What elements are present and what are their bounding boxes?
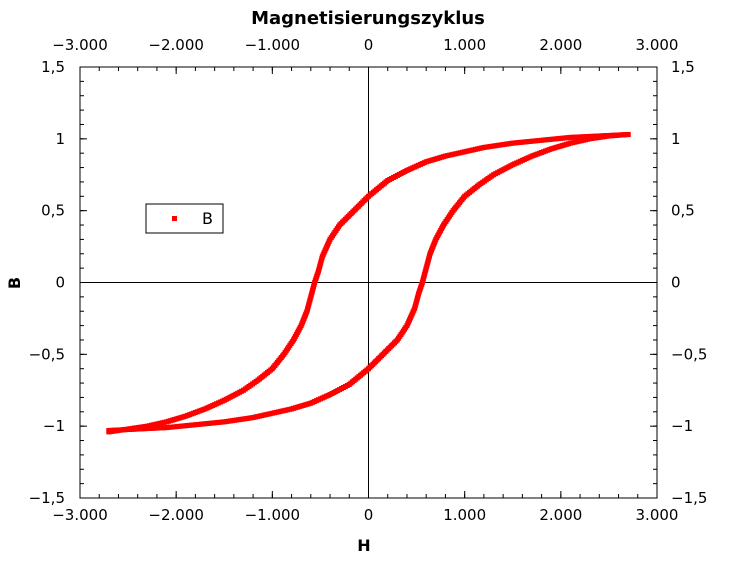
x-tick-label-top: 1.000 — [443, 36, 486, 54]
chart-title: Magnetisierungszyklus — [251, 8, 485, 29]
y-tick-label-left: −0,5 — [29, 345, 65, 363]
y-tick-label-right: −1 — [671, 417, 693, 435]
y-tick-label-left: 1,5 — [41, 58, 65, 76]
y-tick-label-left: −1 — [43, 417, 65, 435]
legend: B — [145, 203, 224, 234]
data-point — [625, 132, 631, 138]
legend-box — [145, 203, 224, 234]
legend-marker — [172, 216, 177, 221]
y-tick-label-right: 0 — [671, 274, 681, 292]
plot-frame — [79, 66, 658, 499]
y-tick-label-right: 0,5 — [671, 202, 695, 220]
y-tick-label-right: −0,5 — [671, 345, 707, 363]
x-tick-label-top: 2.000 — [539, 36, 582, 54]
x-tick-label-bottom: −3.000 — [52, 506, 108, 524]
axis-tick-labels: −3.000 −3.000 −2.000 −2.000 −1.000 −1.000 0 0 1.… — [29, 36, 708, 524]
x-tick-label-bottom: 0 — [364, 506, 374, 524]
legend-label: B — [202, 209, 213, 228]
y-tick-label-left: 0 — [55, 274, 65, 292]
x-tick-label-bottom: 1.000 — [443, 506, 486, 524]
x-axis-title: H — [357, 536, 370, 555]
x-tick-label-bottom: −1.000 — [245, 506, 301, 524]
x-tick-label-top: −2.000 — [148, 36, 204, 54]
x-tick-label-bottom: 2.000 — [539, 506, 582, 524]
x-tick-label-top: 0 — [364, 36, 374, 54]
x-tick-label-top: −3.000 — [52, 36, 108, 54]
x-tick-label-bottom: −2.000 — [148, 506, 204, 524]
zero-lines — [80, 67, 657, 498]
x-tick-label-top: 3.000 — [636, 36, 679, 54]
y-tick-label-right: 1 — [671, 130, 681, 148]
y-axis-title: B — [5, 277, 24, 289]
y-tick-label-right: 1,5 — [671, 58, 695, 76]
y-tick-label-left: 1 — [55, 130, 65, 148]
data-points — [106, 132, 631, 435]
y-tick-label-left: 0,5 — [41, 202, 65, 220]
y-tick-label-left: −1,5 — [29, 489, 65, 507]
x-tick-label-top: −1.000 — [245, 36, 301, 54]
x-tick-label-bottom: 3.000 — [636, 506, 679, 524]
y-tick-label-right: −1,5 — [671, 489, 707, 507]
